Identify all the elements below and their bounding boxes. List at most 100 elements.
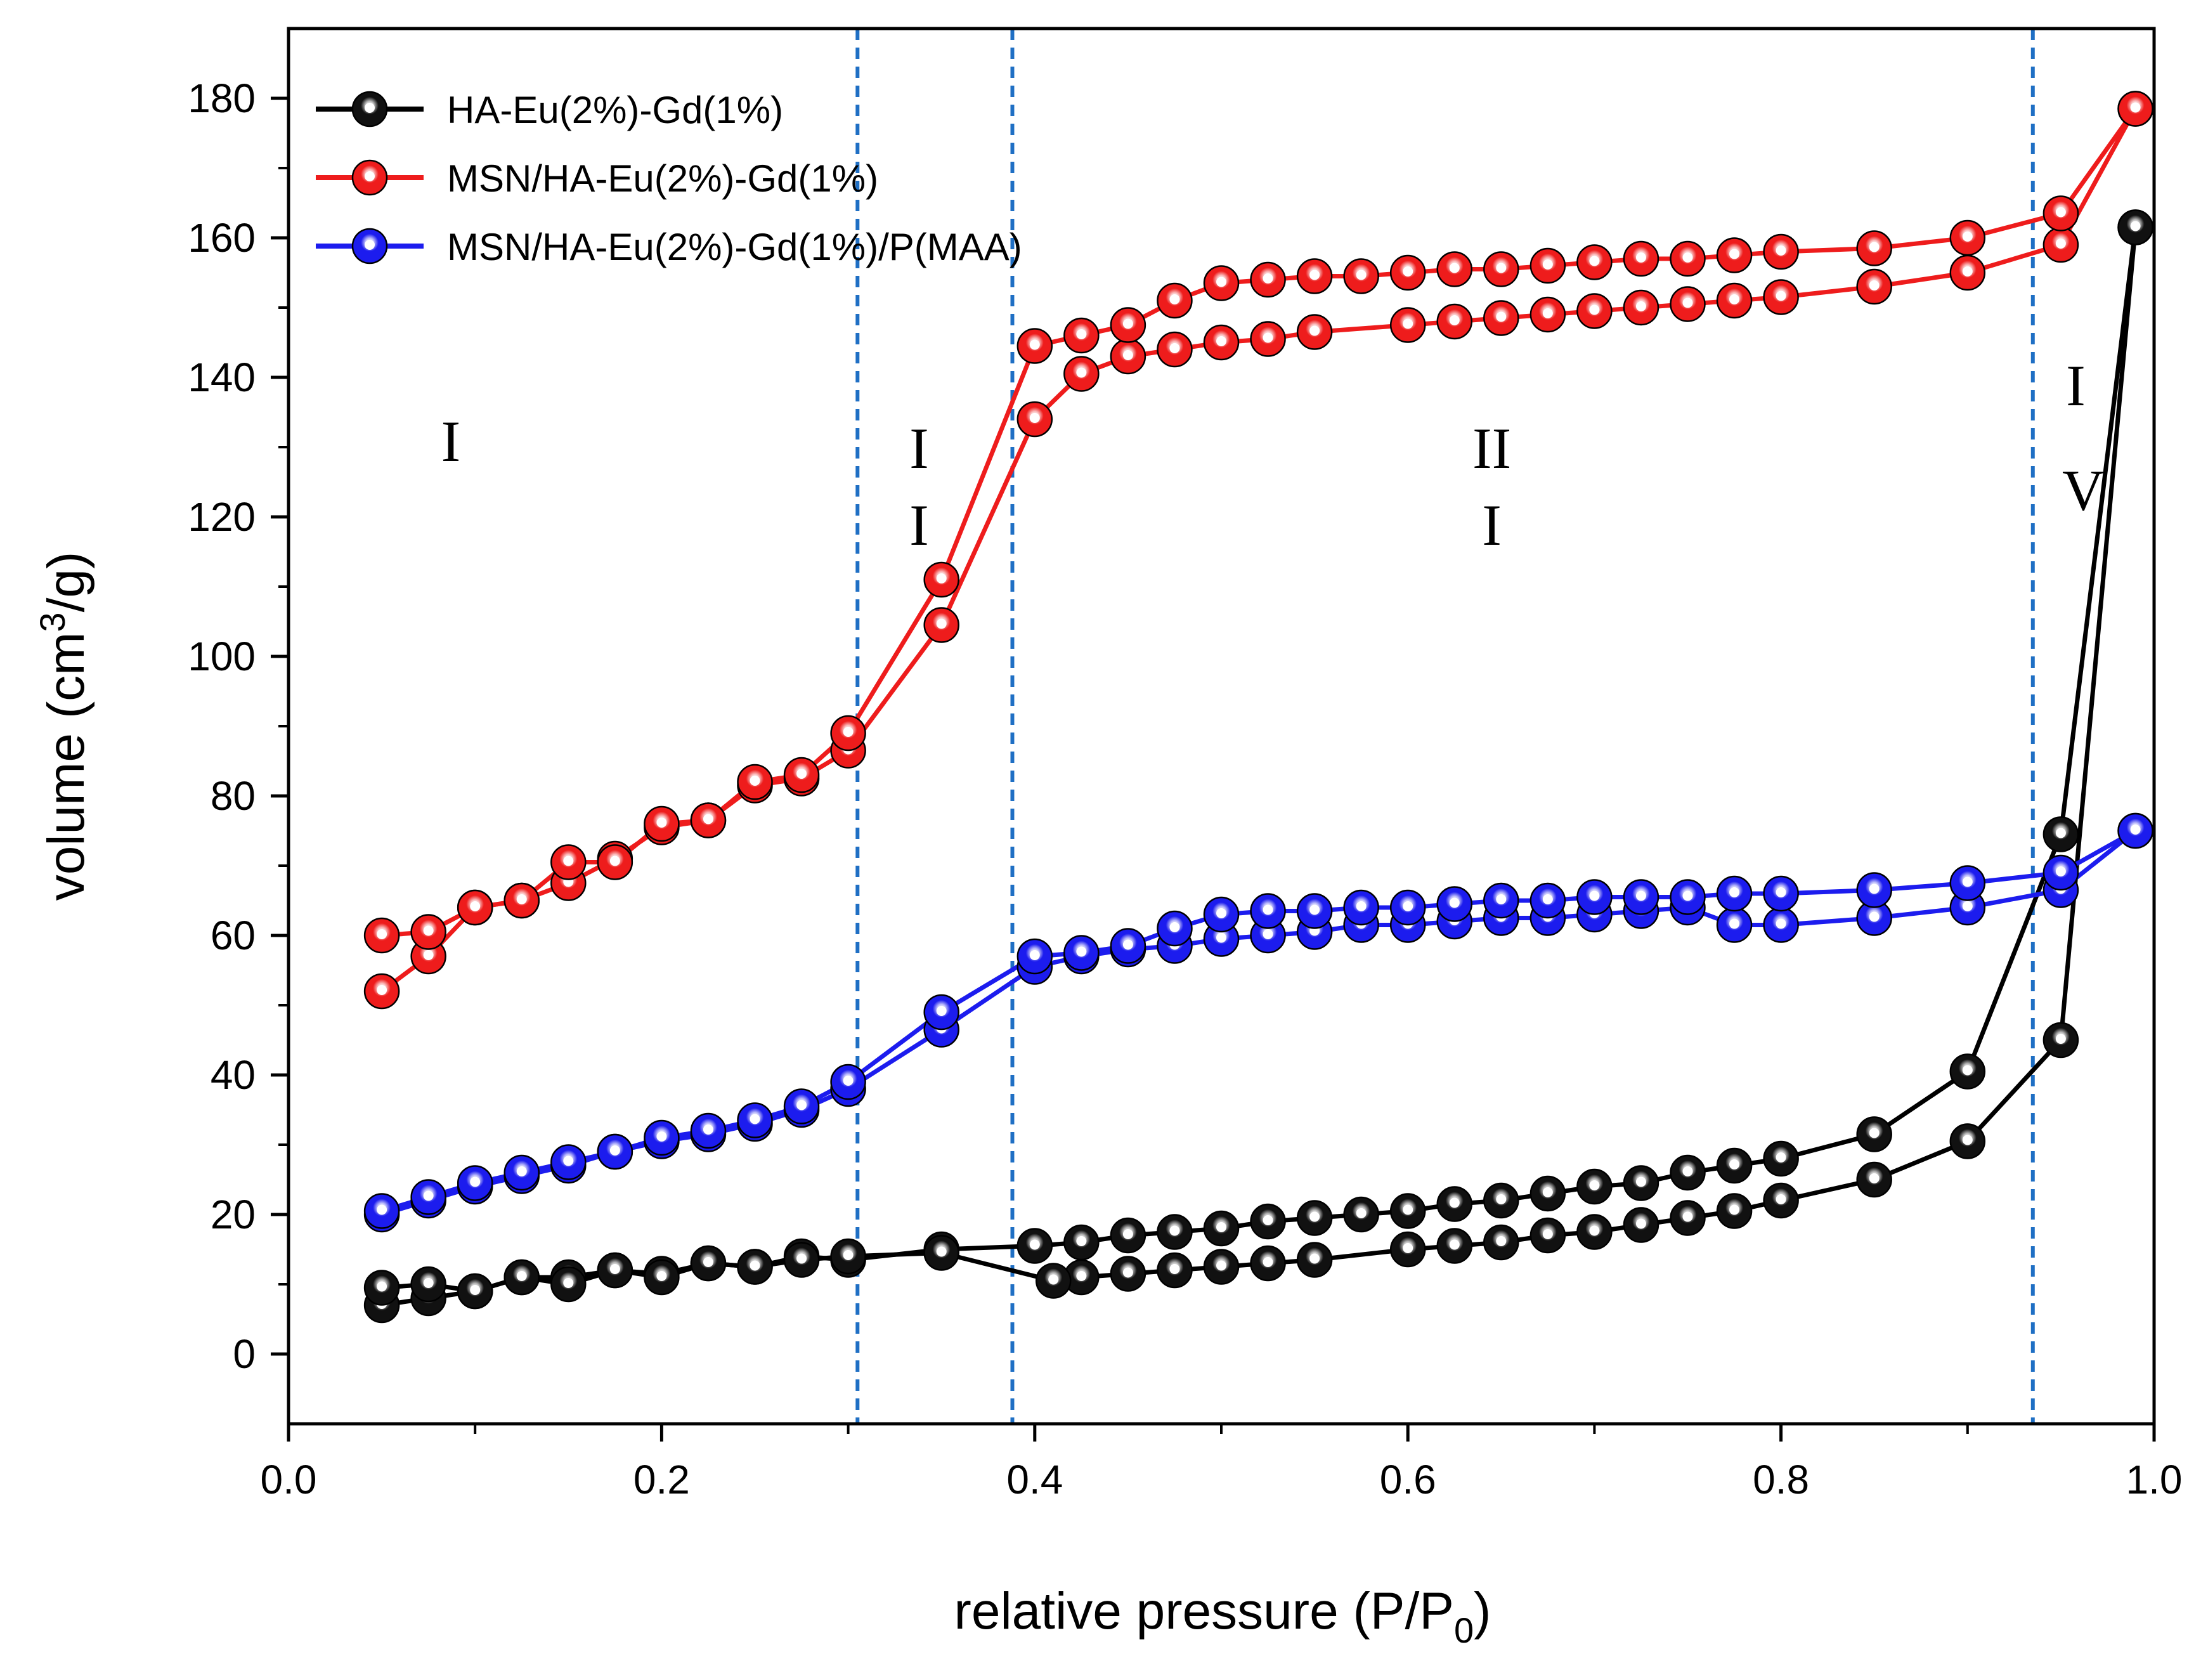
series-2-point: [1250, 261, 1286, 298]
series-1-point: [1389, 1193, 1426, 1229]
series-3-point: [737, 1102, 773, 1138]
series-3-point: [1389, 889, 1426, 926]
series-1-point: [1035, 1263, 1072, 1299]
series-2-point: [1529, 296, 1566, 333]
series-3-point: [1763, 875, 1799, 912]
series-1-point: [410, 1266, 446, 1303]
legend-item-1: HA-Eu(2%)-Gd(1%): [316, 89, 783, 131]
series-3-point: [410, 1179, 446, 1215]
series-3-point: [457, 1165, 493, 1201]
series-1-point: [1483, 1224, 1519, 1261]
series-2-point: [597, 844, 633, 880]
series-1-point: [1110, 1256, 1146, 1292]
series-2-point: [1436, 251, 1472, 287]
series-3-point: [550, 1144, 587, 1180]
x-tick-label: 0.2: [633, 1457, 690, 1502]
series-3-point: [2042, 854, 2079, 891]
series-1-point: [1949, 1053, 1986, 1090]
series-2-point: [1483, 251, 1519, 287]
series-2-point: [1296, 314, 1333, 350]
y-axis: 0 20 40 60 80 100 120 140 160 180: [188, 75, 289, 1377]
series-2-point: [1343, 258, 1379, 294]
series-3-point: [1016, 938, 1053, 975]
series-2-point: [1157, 282, 1193, 319]
series-1-point: [1856, 1116, 1892, 1152]
series-2-point: [1856, 230, 1892, 266]
series-1-point: [737, 1249, 773, 1285]
series-2-point: [410, 914, 446, 950]
series-2-point: [1716, 282, 1753, 319]
x-axis-title: relative pressure (P/P0): [954, 1582, 1491, 1650]
series-2-point: [1389, 307, 1426, 343]
series-2-point: [2117, 91, 2153, 127]
series-3-point: [1203, 896, 1240, 933]
series-3-point: [1343, 889, 1379, 926]
series-1-point: [597, 1252, 633, 1289]
series-3-point: [1576, 879, 1613, 915]
series-2-point: [503, 882, 540, 919]
series-2-point: [1763, 279, 1799, 315]
y-tick-label: 80: [211, 773, 256, 819]
series-1-point: [2042, 1022, 2079, 1058]
legend-item-2: MSN/HA-Eu(2%)-Gd(1%): [316, 157, 878, 200]
series-1-point: [690, 1245, 727, 1282]
series-1: [363, 209, 2153, 1324]
series-3-point: [1716, 875, 1753, 912]
series-2-point: [2042, 226, 2079, 263]
series-1-point: [1063, 1224, 1100, 1261]
series-1-point: [1670, 1200, 1706, 1236]
y-tick-label: 60: [211, 913, 256, 958]
series-2-point: [644, 805, 680, 842]
series-2-point: [1670, 240, 1706, 277]
series-3-point: [1063, 935, 1100, 971]
x-tick-label: 0.4: [1006, 1457, 1063, 1502]
series-3-point: [1436, 886, 1472, 922]
series-1-point: [503, 1259, 540, 1296]
series-2-point: [1203, 265, 1240, 301]
series-3-point: [1856, 900, 1892, 936]
series-3-point: [597, 1133, 633, 1170]
series-1-point: [1250, 1203, 1286, 1240]
legend-label: HA-Eu(2%)-Gd(1%): [447, 89, 783, 131]
series-1-point: [1157, 1252, 1193, 1289]
region-label-4: II: [1472, 416, 1511, 481]
series-1-point: [1343, 1196, 1379, 1233]
series-1-point: [783, 1242, 820, 1278]
x-tick-label: 0.0: [261, 1457, 317, 1502]
series-1-point: [1670, 1154, 1706, 1191]
series-2-point: [1856, 268, 1892, 305]
series-1-point: [1203, 1210, 1240, 1247]
series-3-point: [1157, 910, 1193, 947]
y-tick-label: 120: [188, 494, 256, 540]
series-2-point: [1949, 219, 1986, 256]
y-tick-label: 100: [188, 634, 256, 679]
legend-label: MSN/HA-Eu(2%)-Gd(1%)/P(MAA): [447, 226, 1022, 268]
series-3-point: [1856, 872, 1892, 908]
series-1-point: [1250, 1245, 1286, 1282]
series-2-point: [1203, 324, 1240, 361]
series-3-point: [923, 994, 959, 1031]
series-3-point: [1623, 879, 1659, 915]
series-2-point: [783, 757, 820, 793]
series-1-point: [1576, 1214, 1613, 1250]
series-1-point: [1623, 1165, 1659, 1201]
series-3-point: [1716, 907, 1753, 943]
series-2-point: [737, 764, 773, 800]
series-2-point: [923, 561, 959, 598]
series-1-point: [1623, 1207, 1659, 1243]
legend: HA-Eu(2%)-Gd(1%) MSN/HA-Eu(2%)-Gd(1%) MSN/…: [316, 89, 1022, 268]
series-1-point: [1483, 1182, 1519, 1219]
series-1-point: [1203, 1249, 1240, 1285]
series-2-point: [1576, 293, 1613, 329]
series-3-point: [1296, 893, 1333, 929]
series-3-point: [1763, 907, 1799, 943]
series-1-point: [363, 1270, 400, 1306]
series-2-point: [1436, 303, 1472, 340]
region-label-6: I: [2066, 353, 2086, 418]
series-2-point: [2042, 195, 2079, 231]
series-1-point: [550, 1266, 587, 1303]
series-2-point: [1670, 286, 1706, 322]
series-1-point: [1436, 1186, 1472, 1222]
series-3-point: [1949, 865, 1986, 901]
series-2-point: [1063, 317, 1100, 354]
